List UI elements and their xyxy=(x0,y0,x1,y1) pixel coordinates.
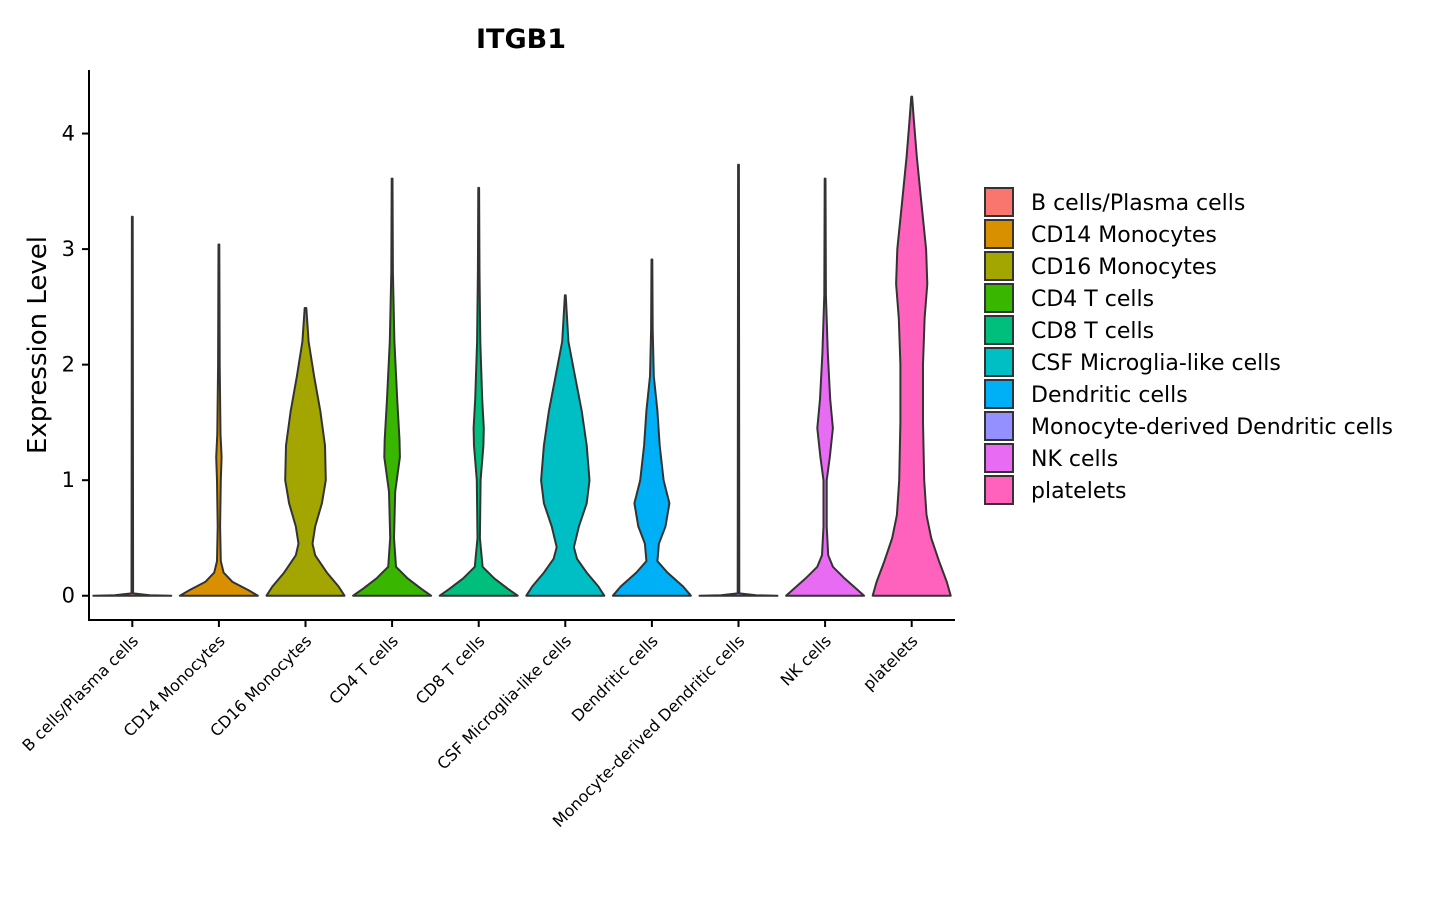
violin-cd14-monocytes xyxy=(178,243,259,597)
x-tick-label: CD4 T cells xyxy=(325,631,402,708)
violin-csf-microglia-like-cells xyxy=(525,294,606,597)
legend-label: CD8 T cells xyxy=(1031,319,1154,344)
legend-swatch xyxy=(984,347,1014,377)
y-tick-label: 4 xyxy=(62,122,75,146)
violin-b-cells-plasma-cells xyxy=(92,215,173,597)
y-axis-ticks: 0 1 2 3 4 xyxy=(62,122,89,608)
legend-swatch xyxy=(984,315,1014,345)
violins-layer xyxy=(92,95,952,597)
x-tick-label: CD8 T cells xyxy=(412,631,489,708)
violin-monocyte-derived-dendritic-cells xyxy=(698,163,779,597)
legend: B cells/Plasma cells CD14 Monocytes CD16 M… xyxy=(984,187,1393,505)
legend-swatch xyxy=(984,219,1014,249)
legend-swatch xyxy=(984,443,1014,473)
x-tick-label: B cells/Plasma cells xyxy=(18,631,142,755)
y-tick-label: 2 xyxy=(62,353,75,377)
violin-cd4-t-cells xyxy=(352,177,433,597)
legend-label: NK cells xyxy=(1031,447,1118,472)
legend-swatch xyxy=(984,411,1014,441)
legend-label: Monocyte-derived Dendritic cells xyxy=(1031,415,1393,440)
x-tick-label: platelets xyxy=(859,631,922,694)
violin-dendritic-cells xyxy=(611,258,692,597)
x-tick-label: Monocyte-derived Dendritic cells xyxy=(549,631,749,831)
violin-nk-cells xyxy=(785,177,866,597)
violin-cd16-monocytes xyxy=(265,307,346,597)
legend-label: CSF Microglia-like cells xyxy=(1031,351,1281,376)
chart-title: ITGB1 xyxy=(476,24,566,55)
legend-swatch xyxy=(984,379,1014,409)
legend-swatch xyxy=(984,251,1014,281)
legend-swatch xyxy=(984,283,1014,313)
x-tick-label: NK cells xyxy=(777,631,835,689)
legend-label: Dendritic cells xyxy=(1031,383,1188,408)
x-tick-label: Dendritic cells xyxy=(568,631,662,725)
legend-label: CD16 Monocytes xyxy=(1031,255,1217,280)
legend-label: platelets xyxy=(1031,479,1126,504)
y-tick-label: 1 xyxy=(62,468,75,492)
legend-label: CD4 T cells xyxy=(1031,287,1154,312)
y-tick-label: 3 xyxy=(62,237,75,261)
legend-swatch xyxy=(984,475,1014,505)
legend-swatch xyxy=(984,187,1014,217)
legend-label: B cells/Plasma cells xyxy=(1031,191,1245,216)
y-axis-title: Expression Level xyxy=(23,236,53,454)
violin-platelets xyxy=(871,95,952,597)
legend-label: CD14 Monocytes xyxy=(1031,223,1217,248)
violin-cd8-t-cells xyxy=(438,186,519,597)
y-tick-label: 0 xyxy=(62,584,75,608)
